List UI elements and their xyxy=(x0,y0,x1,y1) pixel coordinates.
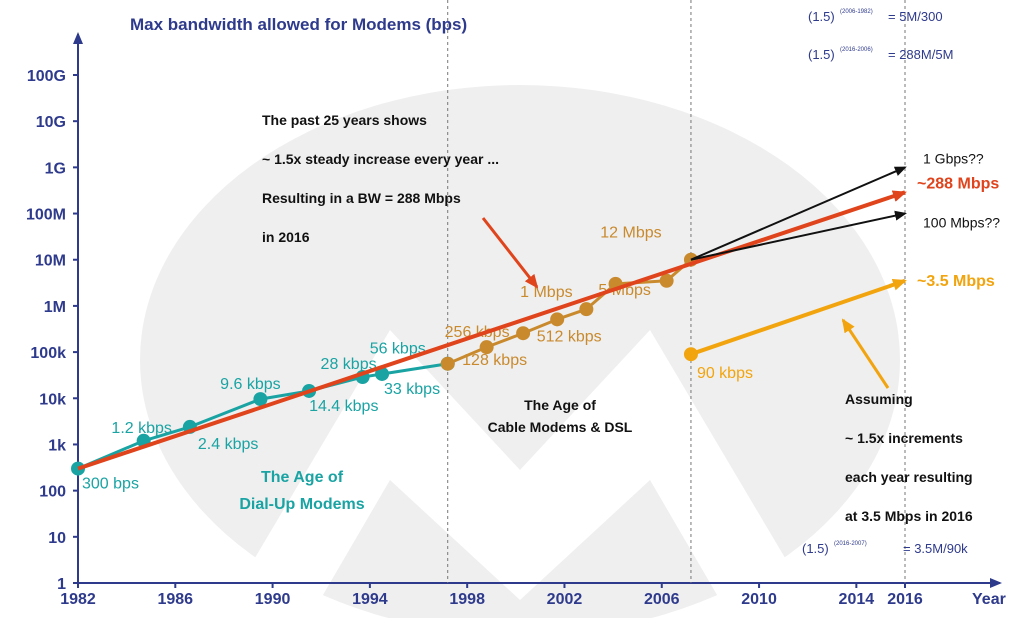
annotation-past-line-2: ~ 1.5x steady increase every year ... xyxy=(262,151,499,167)
data-label: 14.4 kbps xyxy=(309,398,378,415)
formula-3: (1.5) (2016-2007) = 3.5M/90k xyxy=(802,541,968,556)
x-tick-label: 2010 xyxy=(741,591,777,608)
age-cable-line-2: Cable Modems & DSL xyxy=(488,419,633,435)
annotation-past-line-1: The past 25 years shows xyxy=(262,112,427,128)
data-point xyxy=(579,302,594,317)
data-label: 28 kbps xyxy=(321,356,377,373)
y-tick-label: 100 xyxy=(39,484,66,501)
past-years-pointer-arrow xyxy=(481,217,539,289)
projection-arrow xyxy=(690,210,907,261)
data-point xyxy=(440,356,455,371)
x-tick-label: 1994 xyxy=(352,591,388,608)
y-tick-label: 100M xyxy=(26,207,66,224)
data-label: 128 kbps xyxy=(462,352,527,369)
x-tick-label: 1982 xyxy=(60,591,96,608)
formula-1-rhs: = 5M/300 xyxy=(888,9,943,24)
annotation-assuming-line-2: ~ 1.5x increments xyxy=(845,430,963,446)
data-label: 56 kbps xyxy=(370,341,426,358)
age-dialup-line-2: Dial-Up Modems xyxy=(239,496,364,513)
data-label: 90 kbps xyxy=(697,365,753,382)
data-label: 1.2 kbps xyxy=(111,420,171,437)
age-dialup-label: The Age of Dial-Up Modems xyxy=(239,469,364,513)
age-cable-label: The Age of Cable Modems & DSL xyxy=(488,397,633,435)
x-tick-label: 2002 xyxy=(547,591,583,608)
y-tick-label: 1k xyxy=(48,437,66,454)
data-label: 5 Mbps xyxy=(598,282,650,299)
chart-title: Max bandwidth allowed for Modems (bps) xyxy=(130,15,467,34)
annotation-assuming-line-3: each year resulting xyxy=(845,469,973,485)
y-tick-label: 1 xyxy=(57,576,66,593)
annotations xyxy=(481,217,890,389)
data-point xyxy=(659,273,674,288)
series-layer: 300 bps 1.2 kbps 2.4 kbps 9.6 kbps 14.4 kbps… xyxy=(71,150,1000,493)
annotation-past-years: The past 25 years shows ~ 1.5x steady in… xyxy=(262,112,499,245)
annotation-past-line-3: Resulting in a BW = 288 Mbps xyxy=(262,190,461,206)
y-tick-label: 10 xyxy=(48,530,66,547)
formula-3-rhs: = 3.5M/90k xyxy=(903,541,968,556)
formula-1: (1.5) (2006-1982) = 5M/300 xyxy=(808,9,943,24)
x-tick-label: 1990 xyxy=(255,591,291,608)
data-label: ~3.5 Mbps xyxy=(917,273,995,290)
series-line xyxy=(690,278,907,357)
data-label: ~288 Mbps xyxy=(917,175,999,192)
annotation-assuming: Assuming ~ 1.5x increments each year res… xyxy=(845,391,973,524)
formula-2-base: (1.5) xyxy=(808,47,835,62)
data-label: 2.4 kbps xyxy=(198,436,258,453)
data-label: 9.6 kbps xyxy=(220,376,280,393)
formula-1-base: (1.5) xyxy=(808,9,835,24)
data-point xyxy=(516,326,531,341)
annotation-past-line-4: in 2016 xyxy=(262,229,310,245)
data-label: 300 bps xyxy=(82,476,139,493)
formula-2: (1.5) (2016-2006) = 288M/5M xyxy=(808,47,953,62)
x-tick-label: 1998 xyxy=(449,591,485,608)
data-point xyxy=(375,366,390,381)
data-point xyxy=(253,392,268,407)
data-point xyxy=(479,340,494,355)
formula-3-exp: (2016-2007) xyxy=(834,541,867,547)
x-tick-label: 2006 xyxy=(644,591,680,608)
data-label: 12 Mbps xyxy=(600,225,661,242)
data-point xyxy=(550,312,565,327)
vertical-markers xyxy=(447,0,906,583)
projection-arrow xyxy=(690,166,907,261)
formula-2-rhs: = 288M/5M xyxy=(888,47,953,62)
y-tick-label: 10k xyxy=(39,391,66,408)
data-label: 1 Mbps xyxy=(520,284,572,301)
formula-2-exp: (2016-2006) xyxy=(840,47,873,53)
age-dialup-line-1: The Age of xyxy=(261,469,344,486)
formula-3-base: (1.5) xyxy=(802,541,829,556)
y-tick-label: 10M xyxy=(35,253,66,270)
x-tick-label: 2016 xyxy=(887,591,923,608)
annotation-assuming-line-1: Assuming xyxy=(845,391,913,407)
data-point xyxy=(683,347,698,362)
data-label: 33 kbps xyxy=(384,381,440,398)
watermark-logo xyxy=(140,85,900,623)
x-tick-label: 1986 xyxy=(157,591,193,608)
y-tick-label: 1M xyxy=(44,299,66,316)
annotation-assuming-line-4: at 3.5 Mbps in 2016 xyxy=(845,508,973,524)
projection-label: 100 Mbps?? xyxy=(923,215,1000,231)
x-axis-label: Year xyxy=(972,591,1006,608)
axes: 1 10 100 1k 10k 100k 1M 10M 100M 1G 10G 100G 1982 198… xyxy=(26,32,1002,608)
y-tick-label: 100k xyxy=(30,345,66,362)
y-tick-label: 10G xyxy=(36,114,66,131)
data-label: 512 kbps xyxy=(537,328,602,345)
projection-label: 1 Gbps?? xyxy=(923,150,984,166)
y-tick-label: 100G xyxy=(27,68,66,85)
assuming-pointer-arrow xyxy=(841,318,890,389)
series-line xyxy=(77,190,907,471)
formula-1-exp: (2006-1982) xyxy=(840,9,873,15)
x-tick-label: 2014 xyxy=(839,591,875,608)
age-cable-line-1: The Age of xyxy=(524,397,596,413)
y-tick-label: 1G xyxy=(45,160,66,177)
